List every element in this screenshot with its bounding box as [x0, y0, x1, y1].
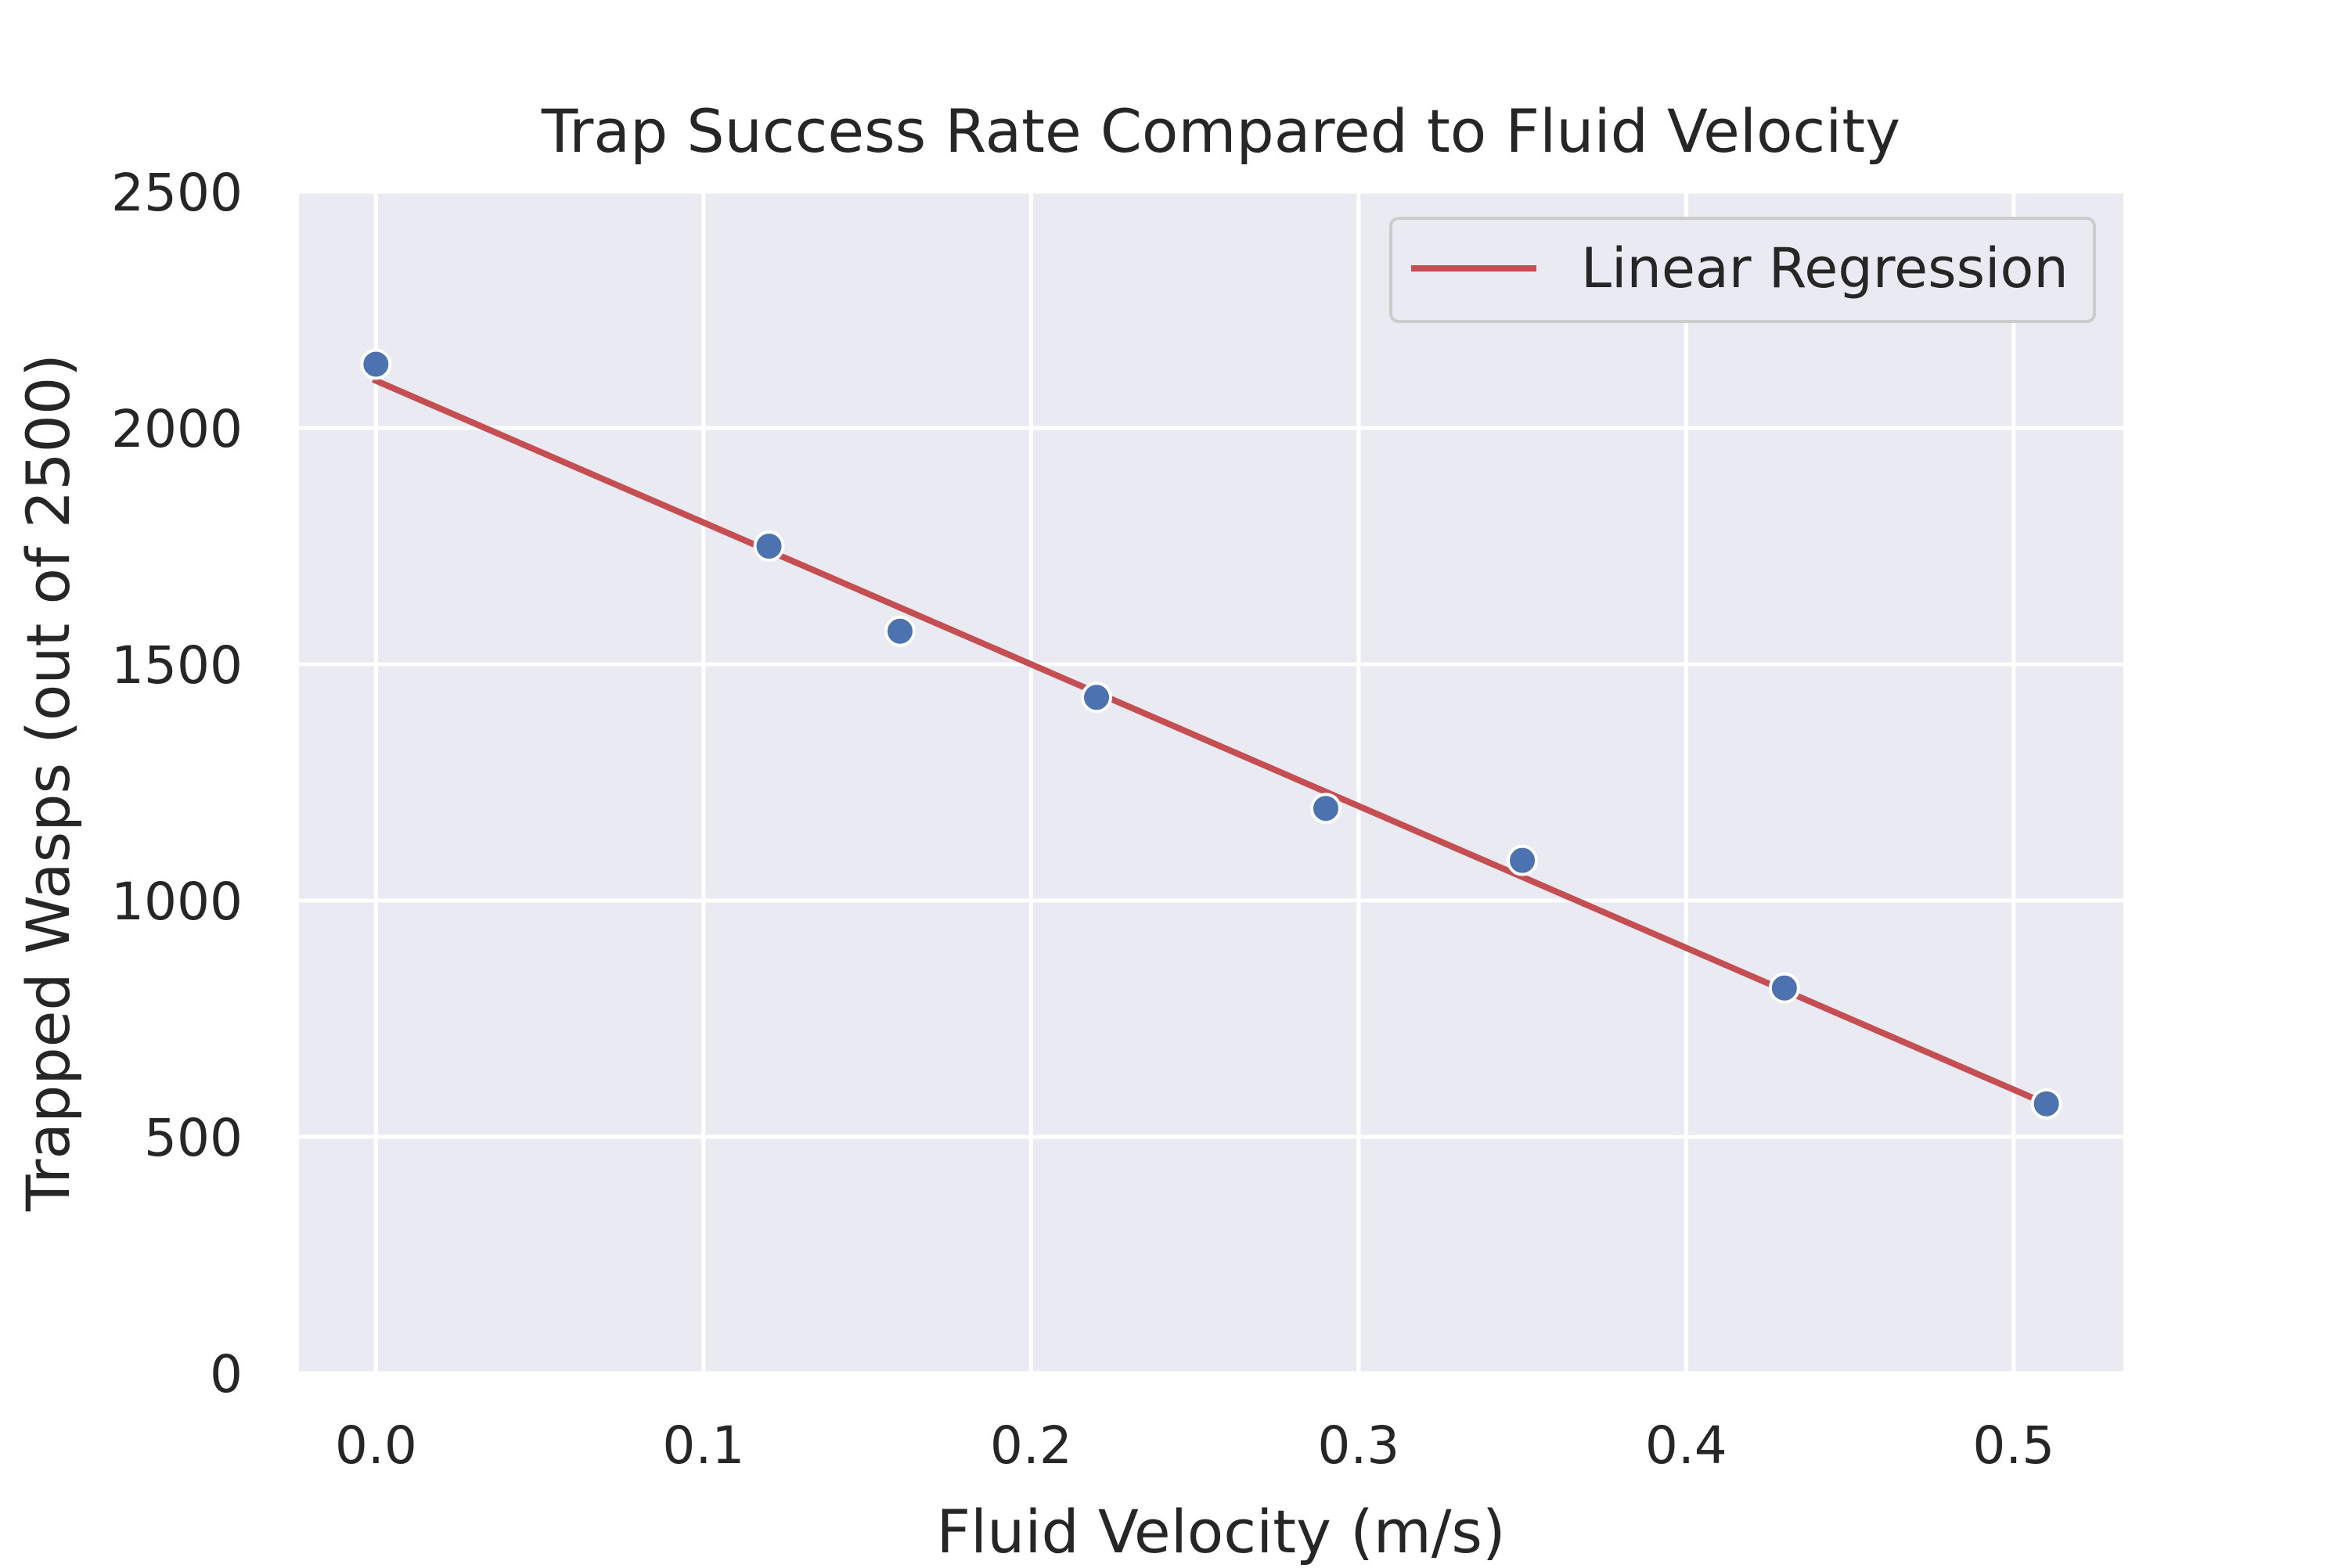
legend-box: [1389, 217, 2096, 323]
plot-area: [299, 192, 2123, 1373]
x-tick-label: 0.1: [662, 1415, 744, 1476]
data-point: [1309, 793, 1341, 825]
x-tick-label: 0.3: [1317, 1415, 1399, 1476]
y-tick-label: 2000: [111, 399, 243, 459]
x-tick-label: 0.4: [1645, 1415, 1727, 1476]
data-point: [1081, 682, 1113, 714]
data-point: [884, 615, 916, 647]
data-point: [1507, 844, 1539, 876]
data-point: [2030, 1088, 2062, 1120]
data-point: [753, 530, 785, 562]
legend: Linear Regression: [1389, 217, 2096, 323]
chart-title: Trap Success Rate Compared to Fluid Velo…: [541, 96, 1900, 166]
y-tick-label: 2500: [111, 163, 243, 223]
x-tick-label: 0.5: [1972, 1415, 2054, 1476]
y-tick-label: 0: [210, 1344, 243, 1404]
x-tick-label: 0.2: [990, 1415, 1072, 1476]
y-axis-label: Trapped Wasps (out of 2500): [13, 354, 83, 1212]
x-tick-label: 0.0: [335, 1415, 417, 1476]
x-tick-labels: 0.0 0.1 0.2 0.3 0.4 0.5: [335, 1415, 2054, 1476]
regression-line: [372, 376, 2051, 1108]
data-point: [360, 348, 392, 380]
y-tick-label: 1500: [111, 635, 243, 696]
y-tick-labels: 0 500 1000 1500 2000 2500: [111, 163, 243, 1404]
grid-lines: [299, 189, 2123, 1376]
y-tick-label: 500: [144, 1108, 243, 1168]
x-axis-label: Fluid Velocity (m/s): [936, 1497, 1505, 1565]
data-point: [1768, 972, 1800, 1004]
y-tick-label: 1000: [111, 872, 243, 932]
legend-label-linear-regression: Linear Regression: [1581, 236, 2069, 300]
regression-layer: [372, 376, 2051, 1108]
data-points: [360, 348, 2062, 1120]
